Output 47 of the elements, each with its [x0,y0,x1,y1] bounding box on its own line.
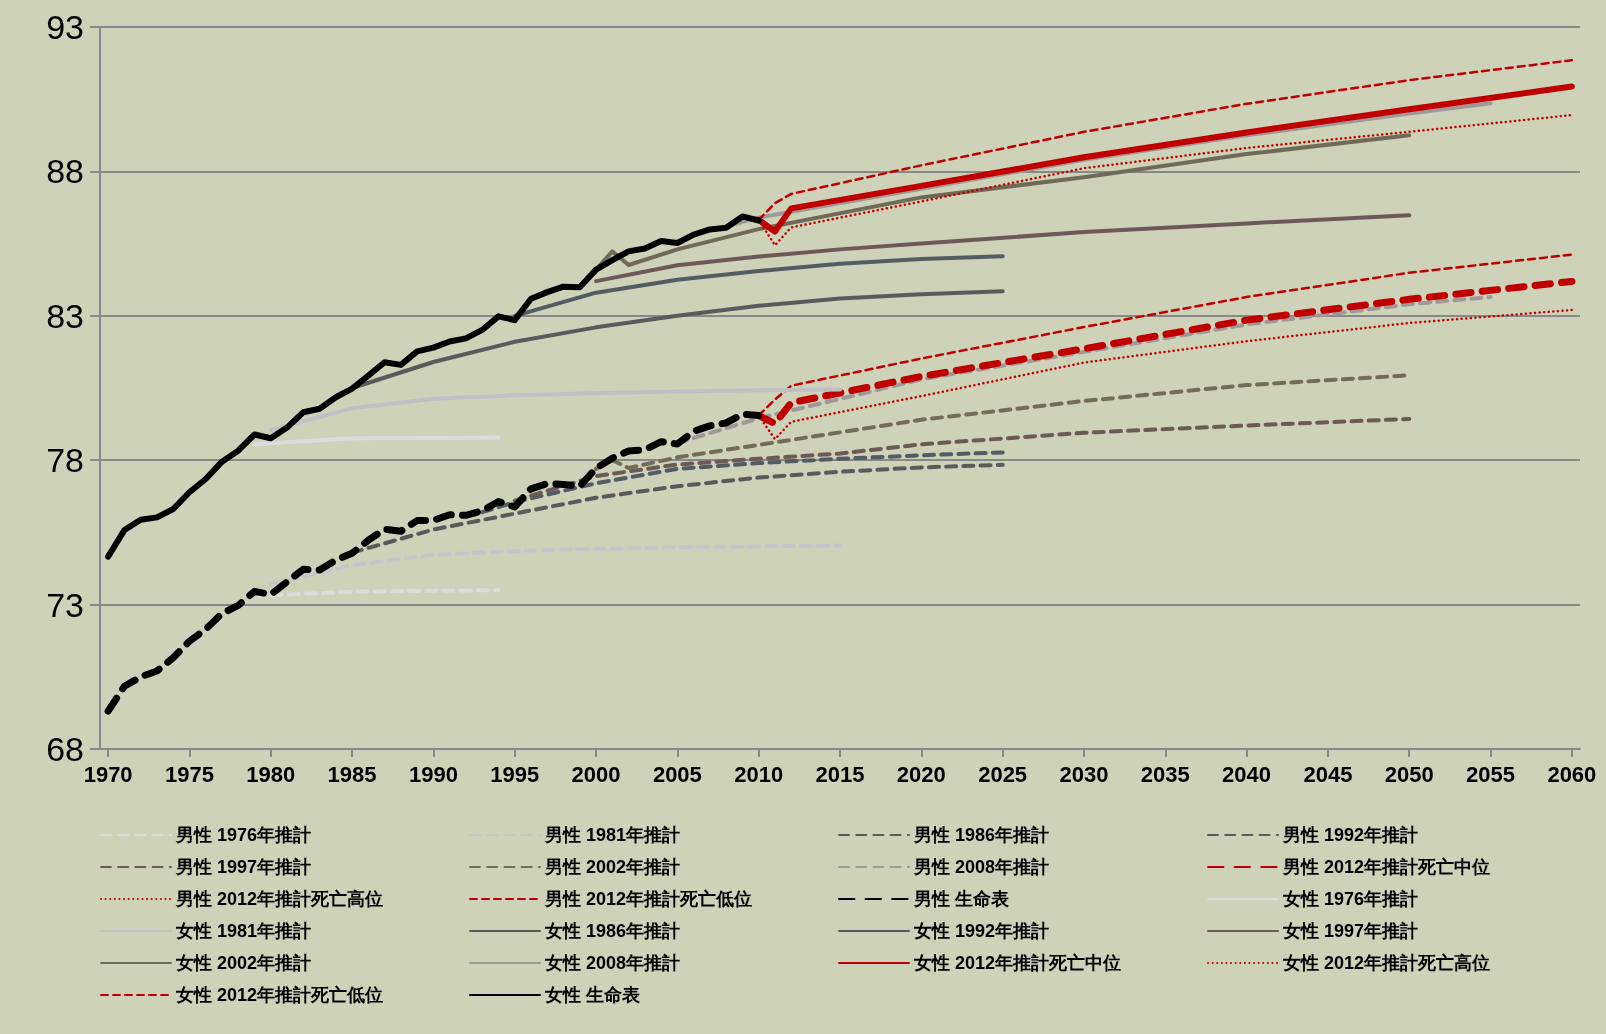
x-tick-label: 1970 [83,761,133,787]
legend-label: 男性 1997年推計 [175,857,312,877]
y-tick-label: 83 [46,296,84,335]
x-tick-label: 2010 [734,761,784,787]
x-tick-label: 2060 [1547,761,1597,787]
legend-label: 男性 1976年推計 [175,825,312,845]
y-tick-label: 93 [46,8,84,46]
x-tick-label: 2015 [815,761,865,787]
x-tick-label: 2005 [652,761,702,787]
legend-label: 女性 1997年推計 [1282,921,1419,941]
legend-label: 男性 生命表 [913,889,1010,909]
x-tick-label: 2045 [1303,761,1353,787]
x-tick-label: 2000 [571,761,621,787]
y-tick-label: 88 [46,152,84,191]
y-tick-label: 68 [46,730,84,768]
legend-label: 男性 1986年推計 [913,825,1050,845]
x-tick-label: 1995 [490,761,540,787]
x-tick-label: 2030 [1059,761,1109,787]
x-tick-label: 2040 [1222,761,1272,787]
legend-label: 男性 2008年推計 [913,857,1050,877]
legend-label: 女性 1986年推計 [544,921,681,941]
x-tick-label: 2020 [896,761,946,787]
y-tick-label: 78 [46,441,84,480]
x-tick-label: 2055 [1466,761,1516,787]
legend-label: 女性 1976年推計 [1282,889,1419,909]
x-tick-label: 1985 [327,761,377,787]
x-tick-label: 1990 [408,761,458,787]
legend-label: 男性 2012年推計死亡高位 [175,889,384,909]
legend-label: 女性 1981年推計 [175,921,312,941]
x-tick-label: 2050 [1384,761,1434,787]
legend-label: 女性 2012年推計死亡中位 [913,953,1122,973]
legend-label: 女性 2008年推計 [544,953,681,973]
x-tick-label: 2035 [1140,761,1190,787]
x-tick-label: 1975 [164,761,214,787]
y-tick-label: 73 [46,585,84,624]
x-tick-label: 2025 [978,761,1028,787]
legend-label: 女性 1992年推計 [913,921,1050,941]
legend-label: 男性 1981年推計 [544,825,681,845]
x-tick-label: 1980 [246,761,296,787]
legend-label: 男性 2002年推計 [544,857,681,877]
legend-label: 女性 生命表 [544,985,641,1005]
legend-label: 女性 2012年推計死亡低位 [175,985,384,1005]
legend-label: 女性 2002年推計 [175,953,312,973]
legend-label: 男性 2012年推計死亡低位 [544,889,753,909]
legend-label: 男性 2012年推計死亡中位 [1282,857,1491,877]
legend-label: 男性 1992年推計 [1282,825,1419,845]
legend-label: 女性 2012年推計死亡高位 [1282,953,1491,973]
